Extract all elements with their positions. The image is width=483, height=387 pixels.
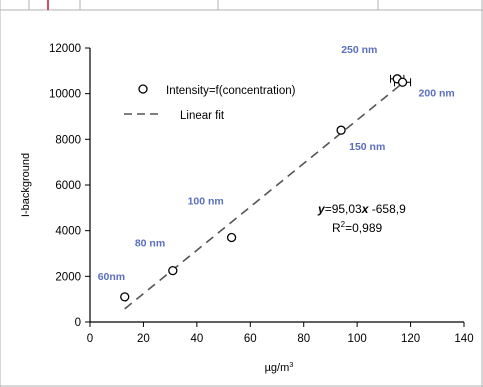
point-label: 200 nm <box>419 87 455 99</box>
r2-value: =0,989 <box>345 221 382 235</box>
point-label: 100 nm <box>188 196 224 208</box>
equation-x: x <box>361 202 370 216</box>
x-axis-title-base: µg/m <box>265 362 290 374</box>
y-tick-label: 6000 <box>55 180 81 192</box>
x-tick-label: 60 <box>244 333 257 345</box>
x-axis-title-sup: 3 <box>289 360 293 369</box>
point-label: 250 nm <box>341 44 377 56</box>
y-tick-label: 12000 <box>49 43 81 55</box>
point-label: 150 nm <box>349 141 385 153</box>
fit-segment <box>124 80 406 310</box>
fit-equation: y=95,03x -658,9 <box>317 202 406 216</box>
data-point <box>120 292 130 302</box>
r2-sup: 2 <box>341 220 346 229</box>
y-tick-label: 4000 <box>55 226 81 238</box>
x-tick-label: 0 <box>87 333 93 345</box>
y-tick-label: 0 <box>75 317 81 329</box>
x-tick-label: 80 <box>297 333 310 345</box>
y-axis-title: I-background <box>20 153 32 217</box>
legend-label-fit: Linear fit <box>180 110 225 122</box>
data-points <box>120 74 408 302</box>
y-tick-label: 8000 <box>55 134 81 146</box>
data-point <box>226 232 237 243</box>
r2-base: R <box>332 221 341 235</box>
x-axis-title: µg/m3 <box>265 360 294 374</box>
x-tick-label: 140 <box>454 333 473 345</box>
equation-slope: =95,03 <box>325 202 362 216</box>
legend: Intensity=f(concentration) Linear fit <box>124 84 296 122</box>
point-label: 80 nm <box>135 238 165 250</box>
data-point <box>397 77 408 87</box>
legend-marker-circle <box>138 84 148 94</box>
legend-label-series: Intensity=f(concentration) <box>166 85 296 97</box>
x-tick-label: 20 <box>137 333 150 345</box>
x-tick-label: 40 <box>190 333 203 345</box>
r-squared: R2=0,989 <box>332 220 382 235</box>
y-tick-label: 10000 <box>49 89 81 101</box>
y-tick-label: 2000 <box>55 271 81 283</box>
equation-y: y <box>317 202 326 216</box>
x-tick-label: 100 <box>348 333 367 345</box>
axes: 0 20 40 60 80 100 120 140 0 2000 4000 6000 8000 10000… <box>49 43 474 345</box>
equation-intercept: -658,9 <box>368 202 406 216</box>
point-label: 60nm <box>98 271 125 283</box>
data-point <box>336 125 346 135</box>
data-point <box>168 265 178 276</box>
linear-fit-line <box>124 80 406 310</box>
point-annotations: 60nm 80 nm 100 nm 150 nm 250 nm 200 nm <box>98 44 455 283</box>
x-tick-label: 120 <box>401 333 420 345</box>
